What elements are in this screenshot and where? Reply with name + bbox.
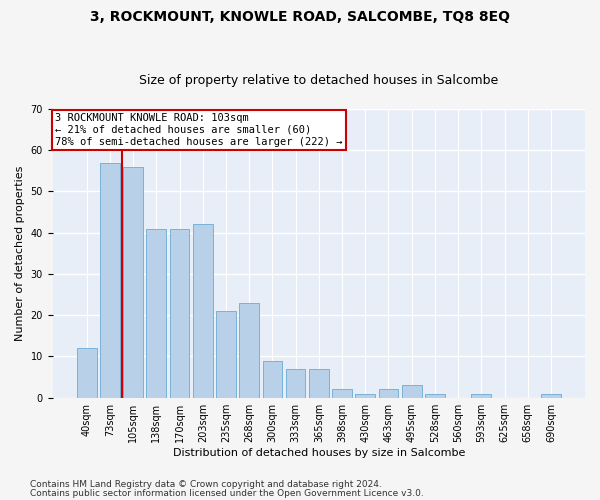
Bar: [123, 166, 143, 398]
Bar: [286, 369, 305, 398]
Bar: [100, 162, 120, 398]
Text: Contains HM Land Registry data © Crown copyright and database right 2024.: Contains HM Land Registry data © Crown c…: [30, 480, 382, 489]
Bar: [541, 394, 561, 398]
Bar: [355, 394, 375, 398]
Text: Contains public sector information licensed under the Open Government Licence v3: Contains public sector information licen…: [30, 488, 424, 498]
Bar: [216, 311, 236, 398]
X-axis label: Distribution of detached houses by size in Salcombe: Distribution of detached houses by size …: [173, 448, 465, 458]
Bar: [263, 360, 282, 398]
Bar: [379, 390, 398, 398]
Text: 3 ROCKMOUNT KNOWLE ROAD: 103sqm
← 21% of detached houses are smaller (60)
78% of: 3 ROCKMOUNT KNOWLE ROAD: 103sqm ← 21% of…: [55, 114, 343, 146]
Y-axis label: Number of detached properties: Number of detached properties: [15, 166, 25, 341]
Bar: [77, 348, 97, 398]
Title: Size of property relative to detached houses in Salcombe: Size of property relative to detached ho…: [139, 74, 499, 87]
Bar: [193, 224, 212, 398]
Bar: [425, 394, 445, 398]
Bar: [170, 228, 190, 398]
Bar: [332, 390, 352, 398]
Bar: [402, 386, 422, 398]
Text: 3, ROCKMOUNT, KNOWLE ROAD, SALCOMBE, TQ8 8EQ: 3, ROCKMOUNT, KNOWLE ROAD, SALCOMBE, TQ8…: [90, 10, 510, 24]
Bar: [146, 228, 166, 398]
Bar: [472, 394, 491, 398]
Bar: [309, 369, 329, 398]
Bar: [239, 303, 259, 398]
